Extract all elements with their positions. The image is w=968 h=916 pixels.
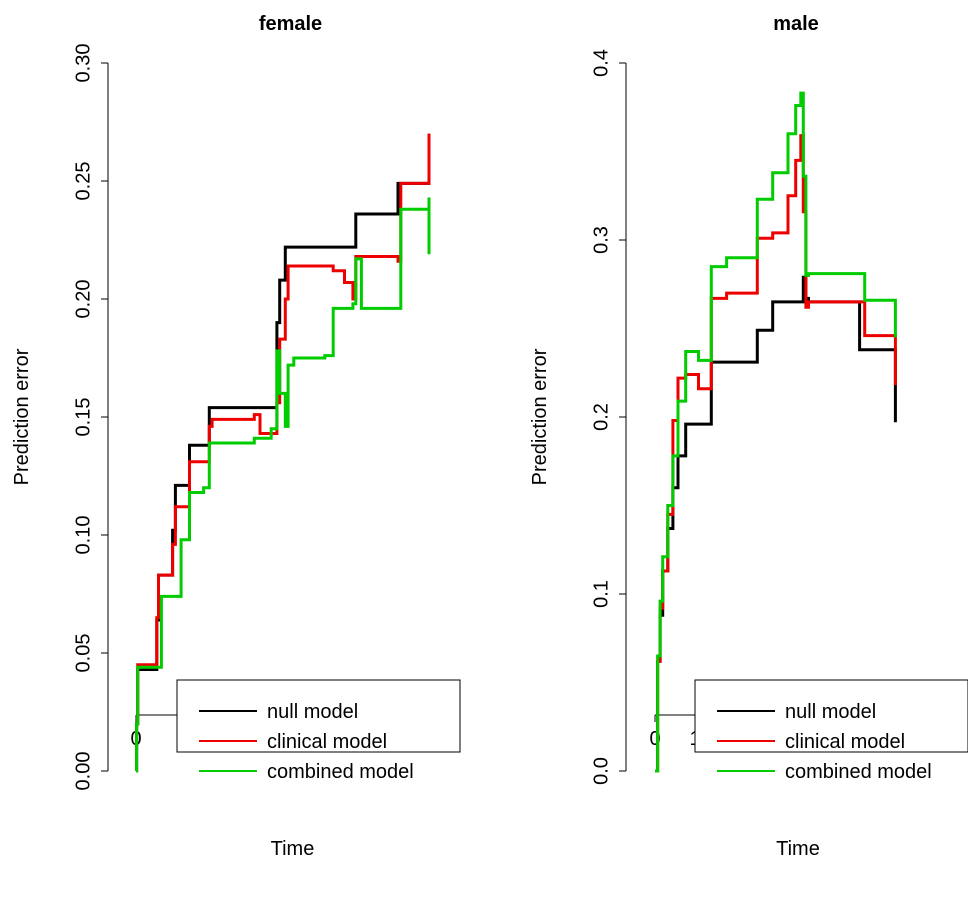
series-line-clinical-model xyxy=(135,133,431,773)
legend: null model clinical model combined model xyxy=(694,679,968,783)
y-tick-label: 0.4 xyxy=(590,49,612,77)
series-line-clinical-model xyxy=(655,134,897,773)
panel-male: male Prediction error Time 0.00.10.20.30… xyxy=(529,13,968,860)
x-axis-label: Time xyxy=(271,838,315,860)
legend-label: clinical model xyxy=(267,731,387,753)
legend-label: null model xyxy=(785,701,876,723)
panel-title: female xyxy=(259,13,322,35)
y-axis: 0.0 0.1 0.2 0.3 0.4 xyxy=(590,49,627,785)
y-axis: 0.00 0.05 0.10 0.15 0.20 0.25 0.30 xyxy=(72,44,109,791)
series-line-combined-model xyxy=(655,91,897,773)
y-tick-label: 0.2 xyxy=(590,403,612,431)
x-tick-label: 0 xyxy=(649,728,660,750)
y-tick-label: 0.20 xyxy=(72,280,94,319)
x-axis-label: Time xyxy=(776,838,820,860)
panel-female: female Prediction error Time 0.00 0.05 0.1… xyxy=(11,13,461,860)
legend-label: combined model xyxy=(267,761,414,783)
y-tick-label: 0.10 xyxy=(72,516,94,555)
legend: null model clinical model combined model xyxy=(176,679,461,783)
y-tick-label: 0.3 xyxy=(590,226,612,254)
legend-label: null model xyxy=(267,701,358,723)
y-tick-label: 0.00 xyxy=(72,752,94,791)
y-axis-label: Prediction error xyxy=(11,348,33,485)
legend-box xyxy=(176,679,461,753)
y-tick-label: 0.25 xyxy=(72,162,94,201)
legend-label: clinical model xyxy=(785,731,905,753)
series-line-combined-model xyxy=(135,197,431,773)
series-line-null-model xyxy=(135,133,431,773)
legend-label: combined model xyxy=(785,761,932,783)
y-tick-label: 0.05 xyxy=(72,634,94,673)
y-tick-label: 0.1 xyxy=(590,580,612,608)
y-tick-label: 0.30 xyxy=(72,44,94,83)
panel-title: male xyxy=(773,13,819,35)
y-tick-label: 0.0 xyxy=(590,757,612,785)
y-axis-label: Prediction error xyxy=(529,348,551,485)
y-tick-label: 0.15 xyxy=(72,398,94,437)
